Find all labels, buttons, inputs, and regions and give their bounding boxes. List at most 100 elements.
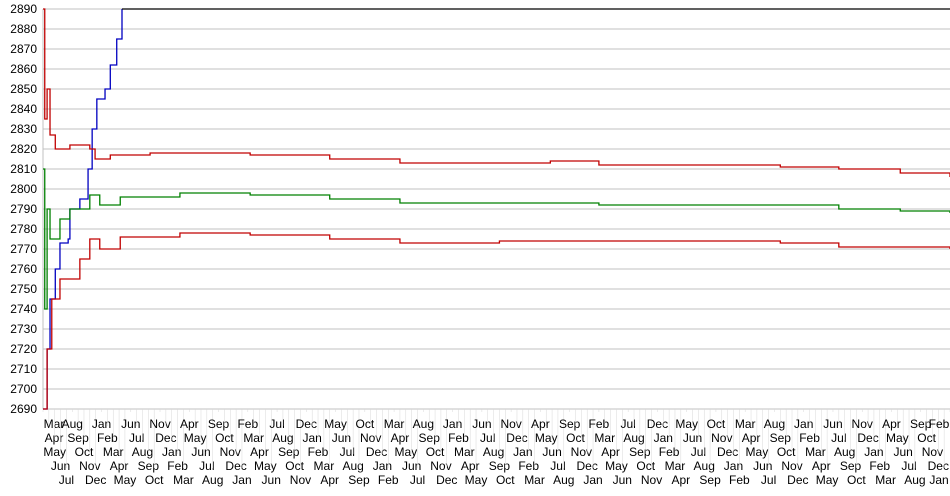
x-tick-label: Dec (717, 445, 738, 459)
x-tick-label: Oct (285, 459, 304, 473)
x-tick-label: Jun (472, 417, 491, 431)
x-tick-label: Aug (694, 459, 715, 473)
x-tick-label: Oct (917, 431, 936, 445)
x-tick-label: Sep (278, 445, 300, 459)
x-tick-label: Sep (699, 473, 721, 487)
x-tick-label: Jun (332, 431, 351, 445)
series-line-3 (43, 168, 950, 310)
x-tick-label: Aug (553, 473, 574, 487)
x-tick-label: Feb (729, 473, 750, 487)
x-tick-label: Jun (402, 459, 421, 473)
x-tick-label: Sep (770, 431, 792, 445)
y-tick-label: 2730 (10, 322, 37, 336)
x-tick-label: May (254, 459, 277, 473)
x-tick-label: Sep (138, 459, 160, 473)
x-tick-label: Nov (641, 473, 662, 487)
x-tick-label: Aug (413, 417, 434, 431)
x-tick-label: Dec (85, 473, 106, 487)
x-tick-label: Nov (781, 459, 802, 473)
x-tick-label: Oct (777, 445, 796, 459)
x-tick-label: Jul (761, 473, 776, 487)
x-tick-label: Oct (426, 445, 445, 459)
x-tick-label: May (675, 417, 698, 431)
x-tick-label: Sep (559, 417, 581, 431)
x-tick-label: Nov (852, 417, 873, 431)
x-tick-label: May (605, 459, 628, 473)
x-tick-label: Sep (67, 431, 89, 445)
x-tick-label: Jun (191, 445, 210, 459)
x-tick-label: Feb (448, 431, 469, 445)
x-tick-label: Feb (97, 431, 118, 445)
x-tick-label: Feb (518, 459, 539, 473)
x-tick-label: Jun (683, 431, 702, 445)
x-tick-label: Mar (173, 473, 194, 487)
x-tick-label: Sep (419, 431, 441, 445)
x-tick-label: Jul (691, 445, 706, 459)
x-tick-label: Nov (571, 445, 592, 459)
x-tick-label: Jan (162, 445, 181, 459)
y-tick-label: 2710 (10, 362, 37, 376)
x-tick-label: Mar (314, 459, 335, 473)
x-tick-label: Jul (831, 431, 846, 445)
x-tick-label: May (535, 431, 558, 445)
x-tick-label: Apr (180, 417, 199, 431)
x-tick-label: Feb (378, 473, 399, 487)
x-tick-label: Oct (145, 473, 164, 487)
x-tick-label: Apr (742, 431, 761, 445)
x-tick-label: May (394, 445, 417, 459)
y-tick-label: 2690 (10, 402, 37, 416)
x-tick-label: Jan (654, 431, 673, 445)
x-tick-label: Jan (373, 459, 392, 473)
x-tick-label: Oct (215, 431, 234, 445)
x-tick-label: Jun (613, 473, 632, 487)
x-tick-label: Jun (753, 459, 772, 473)
x-tick-label: Apr (882, 417, 901, 431)
x-tick-label: Dec (577, 459, 598, 473)
x-tick-label: Apr (671, 473, 690, 487)
x-tick-label: Jun (51, 459, 70, 473)
x-tick-label: Nov (711, 431, 732, 445)
x-tick-label: Sep (629, 445, 651, 459)
x-tick-label: May (816, 473, 839, 487)
x-tick-label: Oct (496, 473, 515, 487)
x-tick-label: Oct (636, 459, 655, 473)
x-tick-label: Sep (840, 459, 862, 473)
x-tick-label: Aug (623, 431, 644, 445)
x-tick-label: Jun (894, 445, 913, 459)
x-tick-label: Mar (524, 473, 545, 487)
x-tick-label: Apr (461, 459, 480, 473)
x-tick-label: Mar (243, 431, 264, 445)
x-tick-label: Apr (250, 445, 269, 459)
x-tick-label: Dec (436, 473, 457, 487)
x-tick-label: Apr (110, 459, 129, 473)
y-tick-label: 2850 (10, 82, 37, 96)
x-tick-label: Jul (410, 473, 425, 487)
x-tick-label: Nov (360, 431, 381, 445)
x-tick-label: Feb (237, 417, 258, 431)
y-tick-label: 2880 (10, 22, 37, 36)
x-tick-label: Dec (506, 431, 527, 445)
x-tick-label: Dec (928, 459, 949, 473)
x-tick-label: Aug (132, 445, 153, 459)
x-tick-label: Oct (707, 417, 726, 431)
x-tick-label: Sep (910, 417, 932, 431)
x-tick-label: May (43, 445, 66, 459)
x-tick-label: Mar (103, 445, 124, 459)
x-tick-label: Apr (320, 473, 339, 487)
x-tick-label: Jun (542, 445, 561, 459)
x-tick-label: Feb (589, 417, 610, 431)
x-tick-label: Mar (594, 431, 615, 445)
x-tick-label: Feb (799, 431, 820, 445)
y-tick-label: 2870 (10, 42, 37, 56)
x-tick-label: Oct (847, 473, 866, 487)
y-tick-label: 2820 (10, 142, 37, 156)
x-tick-label: Jan (232, 473, 251, 487)
x-tick-label: Apr (601, 445, 620, 459)
grid (42, 8, 950, 410)
x-tick-label: Jul (550, 459, 565, 473)
x-tick-label: Apr (391, 431, 410, 445)
x-tick-label: Nov (922, 445, 943, 459)
x-tick-label: May (324, 417, 347, 431)
y-tick-label: 2830 (10, 122, 37, 136)
